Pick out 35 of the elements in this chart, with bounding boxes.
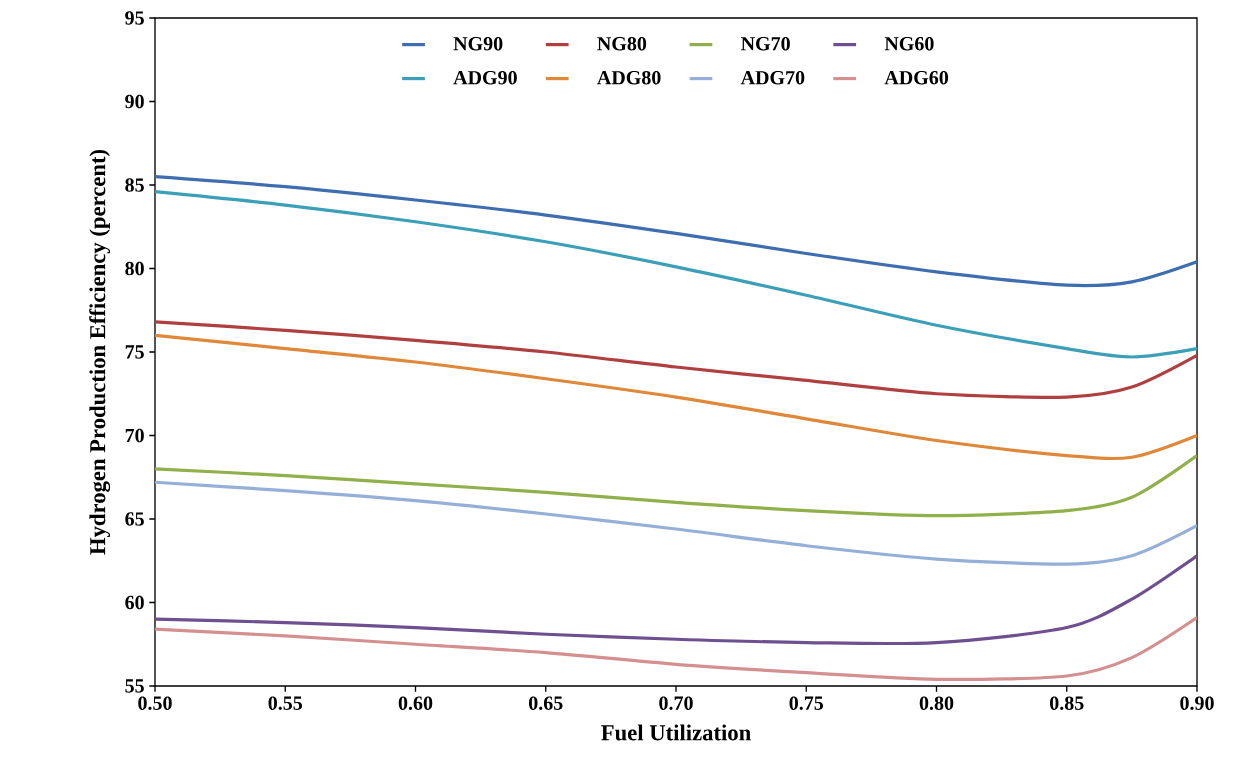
- line-series: [155, 175, 1198, 288]
- legend-label: NG90: [453, 36, 503, 51]
- y-tick-label: 55: [125, 679, 144, 693]
- line-series: [155, 190, 1198, 359]
- x-tick-label: 0.80: [919, 696, 954, 710]
- x-tick-label: 0.85: [1050, 696, 1084, 710]
- x-tick-label: 0.90: [1180, 696, 1214, 710]
- x-tick-label: 0.70: [659, 696, 693, 710]
- legend-label: ADG90: [453, 70, 517, 85]
- line-series: [155, 554, 1198, 646]
- y-tick-label: 80: [125, 261, 144, 276]
- legend-label: ADG70: [740, 70, 805, 85]
- y-tick-label: 90: [125, 94, 144, 109]
- legend-label: NG80: [597, 36, 647, 51]
- legend-label: ADG80: [597, 70, 661, 85]
- line-series: [155, 453, 1198, 518]
- legend-label: NG70: [741, 36, 790, 51]
- legend-label: ADG60: [884, 70, 949, 85]
- x-tick-label: 0.55: [268, 696, 303, 710]
- x-tick-label: 0.60: [398, 696, 433, 710]
- x-axis-title: Fuel Utilization: [601, 724, 751, 741]
- y-axis-title: Hydrogen Production Efficiency (percent): [89, 149, 111, 555]
- line-series: [155, 480, 1198, 566]
- y-tick-label: 70: [125, 428, 144, 443]
- legend-label: NG60: [884, 36, 934, 51]
- line-series: [155, 615, 1198, 682]
- x-tick-label: 0.50: [138, 696, 172, 710]
- y-tick-label: 85: [125, 178, 144, 192]
- x-tick-label: 0.65: [529, 696, 563, 710]
- x-tick-label: 0.75: [789, 696, 824, 710]
- y-tick-label: 95: [125, 11, 144, 25]
- y-tick-label: 65: [125, 512, 144, 526]
- y-tick-label: 75: [125, 345, 144, 359]
- y-tick-label: 60: [125, 595, 144, 610]
- line-series: [155, 320, 1198, 399]
